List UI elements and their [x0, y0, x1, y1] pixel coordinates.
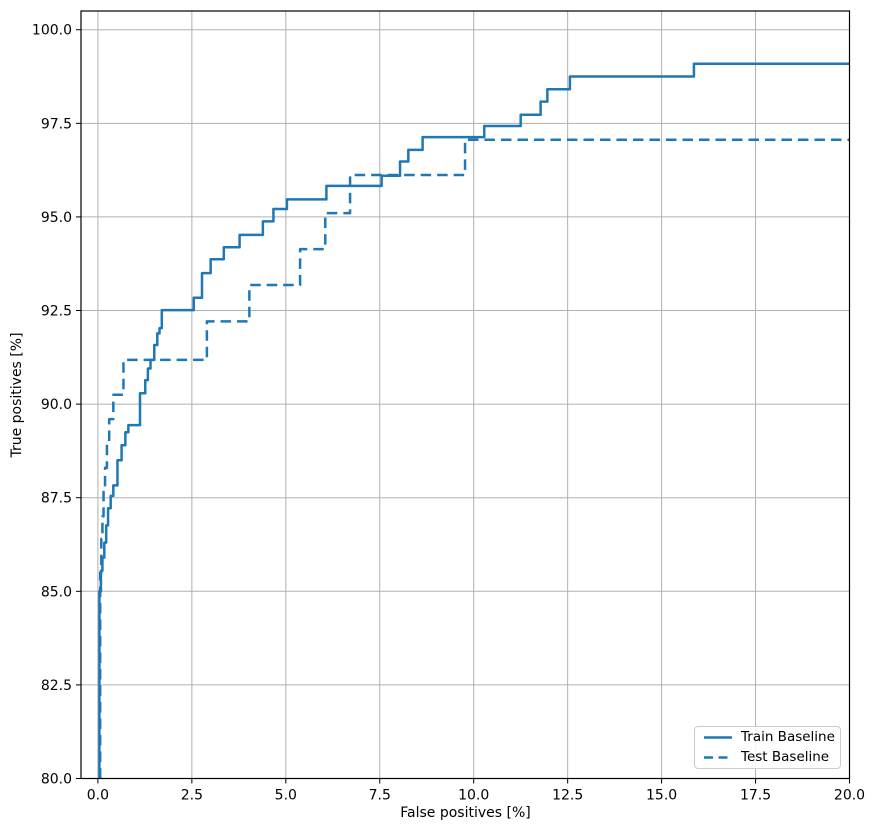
x-tick-label: 20.0	[834, 788, 865, 804]
x-tick-label: 10.0	[458, 788, 489, 804]
x-axis-label: False positives [%]	[400, 805, 531, 821]
x-tick-label: 5.0	[275, 788, 297, 804]
train-series-line	[98, 62, 850, 779]
y-tick-label: 85.0	[41, 584, 72, 600]
legend: Train Baseline Test Baseline	[694, 726, 841, 769]
y-tick-label: 90.0	[41, 397, 72, 413]
x-tick-label: 0.0	[87, 788, 109, 804]
y-tick-label: 92.5	[41, 304, 72, 320]
x-tick-label: 15.0	[646, 788, 677, 804]
y-tick-label: 95.0	[41, 210, 72, 226]
test-line-swatch	[704, 756, 732, 759]
x-tick-label: 2.5	[181, 788, 203, 804]
plot-border	[80, 10, 851, 780]
y-tick-label: 80.0	[41, 772, 72, 788]
x-tick-label: 7.5	[369, 788, 391, 804]
test-series-line	[98, 138, 850, 779]
x-tick-label: 12.5	[552, 788, 583, 804]
y-tick-label: 87.5	[41, 491, 72, 507]
train-line-swatch	[704, 736, 732, 739]
y-tick-label: 100.0	[32, 23, 72, 39]
y-tick-label: 82.5	[41, 678, 72, 694]
legend-label-train: Train Baseline	[741, 729, 835, 745]
legend-entry-train: Train Baseline	[703, 729, 840, 746]
x-tick-label: 17.5	[740, 788, 771, 804]
y-tick-label: 97.5	[41, 116, 72, 132]
legend-entry-test: Test Baseline	[703, 749, 840, 766]
legend-label-test: Test Baseline	[741, 749, 830, 765]
y-axis-label: True positives [%]	[9, 332, 25, 458]
